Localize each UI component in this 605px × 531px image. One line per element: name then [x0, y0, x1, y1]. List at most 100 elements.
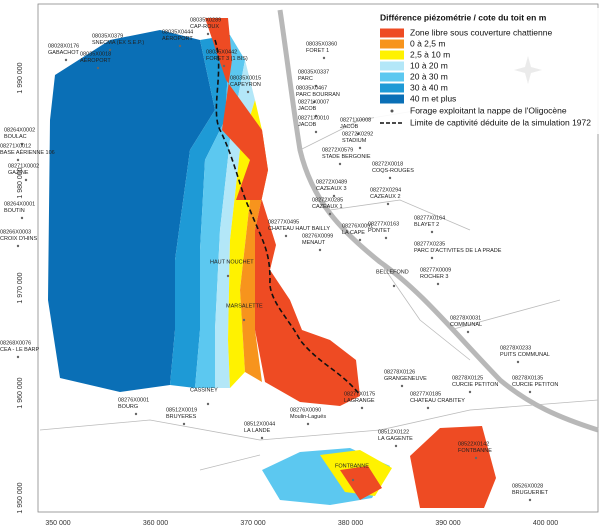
zones — [48, 18, 496, 508]
well-dot — [528, 390, 532, 394]
well-dot — [468, 390, 472, 394]
well-id: 08271X0010 — [298, 115, 329, 121]
well-name: CAPEYRON — [230, 82, 261, 88]
well-name: CAZEAUX 2 — [370, 194, 401, 200]
x-axis-label: 350 000 — [45, 520, 70, 527]
well-dot — [516, 360, 520, 364]
well-name: CROIX D'HINS — [0, 236, 37, 242]
well-dot — [360, 406, 364, 410]
well-id: 08271X0007 — [298, 99, 329, 105]
legend-limit-label: Limite de captivité déduite de la simula… — [410, 117, 591, 127]
well-name: LA GAGENTE — [378, 436, 413, 442]
legend-box — [374, 8, 600, 134]
zone-10-20 — [215, 60, 255, 388]
well-dot — [108, 48, 112, 52]
well-name: GRANGENEUVE — [384, 376, 427, 382]
well-id: 08268X0076 — [0, 340, 31, 346]
well-name: PARC D'ACTIVITES DE LA PRADE — [414, 248, 502, 254]
well-id: 08277X0235 — [414, 241, 445, 247]
well-id: 08272X0285 — [312, 197, 343, 203]
well-name: AÉROPORT — [80, 57, 111, 64]
legend-label: 20 à 30 m — [410, 71, 448, 81]
well-id: 08272X0018 — [372, 161, 403, 167]
zone-libre — [205, 18, 360, 406]
well-id: 08277X0495 — [268, 219, 299, 225]
well-name: BRUYERES — [166, 414, 197, 420]
well-dot — [384, 236, 388, 240]
well-id: 08264X0002 — [4, 127, 35, 133]
well-id: 08266X0003 — [0, 229, 31, 235]
legend-swatch — [380, 94, 404, 104]
well-name: HAUT NOUCHET — [210, 259, 254, 265]
well-dot — [426, 406, 430, 410]
zone-30-40 — [170, 35, 230, 388]
well-id: 08278X0125 — [452, 375, 483, 381]
y-axis-label: 1 980 000 — [17, 167, 24, 198]
well-id: 08277X0164 — [414, 215, 445, 221]
well-dot — [358, 238, 362, 242]
well-id: 08526X0028 — [512, 483, 543, 489]
well-name: CEA - LE BARP — [0, 347, 39, 353]
x-axis-label: 390 000 — [435, 520, 460, 527]
well-id: 08035X0379 — [92, 33, 123, 39]
well-id: 08035X0018 — [80, 51, 111, 57]
legend-swatch — [380, 72, 404, 82]
well-id: 08277X0009 — [420, 267, 451, 273]
well-id: 08278X0135 — [512, 375, 543, 381]
well-name: JACOB — [298, 106, 317, 112]
well-dot — [322, 56, 326, 60]
legend-well-label: Forage exploitant la nappe de l'Oligocèn… — [410, 105, 567, 115]
well-id: 08276X0090 — [290, 407, 321, 413]
well-dot — [206, 402, 210, 406]
x-axis-label: 400 000 — [533, 520, 558, 527]
well-dot — [96, 66, 100, 70]
well-dot — [246, 90, 250, 94]
well-name: SNECMA (EX S.E.P.) — [92, 40, 144, 46]
well-dot — [306, 422, 310, 426]
well-name: LA CAPE — [342, 230, 365, 236]
well-name: PARC — [298, 76, 313, 82]
well-dot — [222, 64, 226, 68]
well-dot — [24, 178, 28, 182]
well-id: 08512X0122 — [378, 429, 409, 435]
well-name: GABACHOT — [48, 50, 80, 56]
zone-south-red-2 — [340, 466, 382, 500]
well-name: PONTET — [368, 228, 391, 234]
well-id: 08035X0360 — [306, 41, 337, 47]
legend-swatch — [380, 28, 404, 38]
well-name: FONTBANNE — [458, 448, 492, 454]
well-name: LAGRANGE — [344, 398, 375, 404]
well-dot — [134, 412, 138, 416]
well-dot — [260, 436, 264, 440]
well-id: 08277X0163 — [368, 221, 399, 227]
y-axis-label: 1 970 000 — [17, 272, 24, 303]
well-dot — [528, 498, 532, 502]
well-id: 08512X0019 — [166, 407, 197, 413]
well-name: BOUTIN — [4, 208, 25, 214]
x-axis-label: 370 000 — [240, 520, 265, 527]
well-name: JACOB — [340, 124, 359, 130]
well-dot — [16, 244, 20, 248]
legend-label: 2,5 à 10 m — [410, 49, 450, 59]
legend-label: 10 à 20 m — [410, 60, 448, 70]
well-id: 08035X0467 — [296, 85, 327, 91]
well-name: CASSINEY — [190, 387, 218, 393]
well-name: BOULAC — [4, 134, 27, 140]
well-name: Moulin-Laguës — [290, 414, 326, 420]
roads — [39, 109, 599, 471]
well-name: GAZINE — [8, 170, 29, 176]
legend-swatch — [380, 61, 404, 71]
well-id: 08522X0142 — [458, 441, 489, 447]
well-dot — [312, 100, 316, 104]
well-dot — [206, 32, 210, 36]
legend-well-dot — [390, 109, 394, 113]
x-axis-label: 360 000 — [143, 520, 168, 527]
well-name: AÉROPORT — [162, 35, 193, 42]
well-id: 08277X0175 — [344, 391, 375, 397]
well-dot — [16, 158, 20, 162]
well-dot — [314, 130, 318, 134]
well-name: ROCHER 3 — [420, 274, 448, 280]
legend-label: 0 à 2,5 m — [410, 38, 445, 48]
well-name: COQS-ROUGES — [372, 168, 414, 174]
